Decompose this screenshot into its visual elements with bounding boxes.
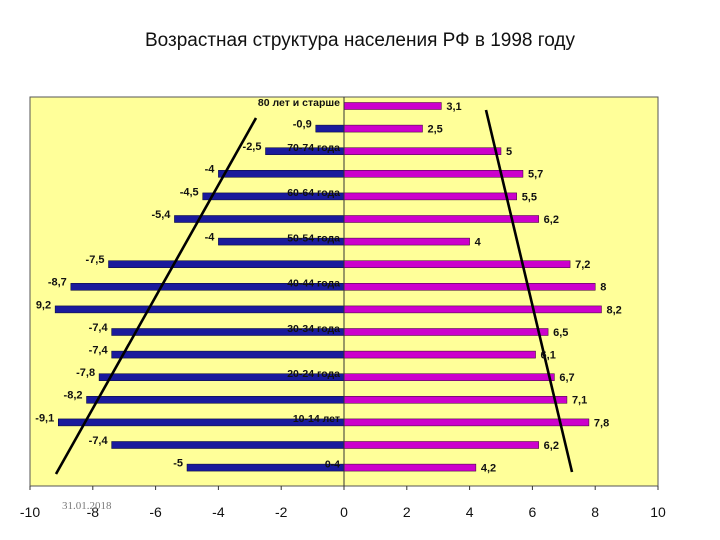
data-label-left: -4: [205, 164, 216, 176]
data-label-left: -4: [205, 232, 216, 244]
x-tick-label: 0: [340, 504, 348, 520]
category-label: 60-64 года: [287, 187, 340, 199]
data-label-left: -5,4: [151, 209, 171, 221]
category-label: 0-4: [325, 458, 340, 470]
category-label: 50-54 года: [287, 232, 340, 244]
bar-right: [343, 463, 477, 472]
bar-right: [343, 328, 549, 336]
data-label-right: 8: [600, 282, 606, 294]
data-label-right: 6,2: [544, 440, 559, 452]
data-label-left: -4,5: [180, 186, 199, 198]
bar-right: [343, 396, 568, 404]
bar-left: [54, 305, 345, 314]
bar-right: [343, 441, 539, 449]
data-label-left: -0,9: [293, 119, 312, 131]
data-label-right: 7,1: [572, 395, 587, 407]
x-tick-label: -6: [149, 504, 162, 520]
data-label-right: 8,2: [606, 304, 621, 316]
bar-left: [111, 441, 345, 449]
bar-left: [86, 396, 345, 404]
bar-right: [343, 373, 555, 381]
x-axis: -10 -8 -6 -4 -2 0 2 4 6 8 10: [20, 97, 666, 520]
bar-right: [343, 147, 502, 155]
bar-right: [343, 260, 571, 268]
x-tick-label: 2: [403, 504, 411, 520]
bar-right: [343, 305, 602, 314]
data-label-right: 4: [475, 237, 482, 249]
x-tick-label: 6: [529, 504, 537, 520]
data-label-left: -9,1: [35, 412, 54, 424]
data-label-right: 5,7: [528, 169, 543, 181]
bar-right: [343, 124, 423, 133]
data-label-right: 7,8: [594, 417, 609, 429]
x-tick-label: 10: [650, 504, 666, 520]
category-label: 30-34 года: [287, 323, 340, 335]
x-tick-label: 4: [466, 504, 474, 520]
bars-layer: [54, 102, 602, 472]
category-label: 10-14 лет: [293, 413, 340, 425]
x-tick-label: -10: [20, 504, 40, 520]
bar-right: [343, 237, 470, 246]
bar-left: [111, 350, 345, 359]
data-label-right: 5: [506, 146, 512, 158]
data-label-left: -8,7: [48, 277, 67, 289]
x-tick-label: -2: [275, 504, 288, 520]
data-label-right: 6,1: [541, 350, 556, 362]
x-tick-label: -4: [212, 504, 225, 520]
data-label-right: 6,5: [553, 327, 568, 339]
data-label-left: -8,2: [64, 390, 83, 402]
bar-right: [343, 170, 524, 178]
category-label: 20-24 года: [287, 368, 340, 380]
chart-title: Возрастная структура населения РФ в 1998…: [144, 30, 576, 51]
bar-right: [343, 283, 596, 291]
data-label-right: 7,2: [575, 259, 590, 271]
data-label-left: -7,4: [89, 345, 109, 357]
data-label-right: 2,5: [428, 124, 443, 136]
x-tick-label: -8: [87, 504, 100, 520]
data-label-right: 4,2: [481, 463, 496, 475]
slide-date: 31.01.2018: [62, 500, 112, 512]
data-label-left: -2,5: [243, 141, 262, 153]
bar-right: [343, 215, 539, 223]
data-label-left: -7,4: [89, 435, 109, 447]
x-tick-label: 8: [591, 504, 599, 520]
data-label-right: 5,5: [522, 191, 537, 203]
bar-left: [315, 124, 345, 133]
bar-right: [343, 350, 536, 359]
data-label-right: 6,2: [544, 214, 559, 226]
overlay-layer: [54, 109, 574, 475]
data-label-left: -7,4: [89, 322, 109, 334]
category-label: 80 лет и старше: [258, 97, 340, 109]
trend-line-left: [54, 117, 258, 475]
category-label: 40-44 года: [287, 278, 340, 290]
data-label-left: -7,8: [76, 367, 95, 379]
trend-line-right: [484, 109, 574, 473]
bar-right: [343, 102, 442, 110]
labels-layer: 3,1 80 лет и старше 2,5 -0,9 5 -2,5 70-74 года…: [35, 97, 621, 475]
bar-left: [108, 260, 345, 268]
data-label-right: 3,1: [446, 101, 461, 113]
category-label: 70-74 года: [287, 142, 340, 154]
bar-right: [343, 418, 590, 427]
data-label-right: 6,7: [559, 372, 574, 384]
data-label-left: -5: [173, 458, 183, 470]
data-label-left: 9,2: [36, 299, 51, 311]
data-label-left: -7,5: [86, 254, 105, 266]
bar-right: [343, 192, 517, 201]
bar-left: [218, 170, 345, 178]
bar-left: [186, 463, 345, 472]
